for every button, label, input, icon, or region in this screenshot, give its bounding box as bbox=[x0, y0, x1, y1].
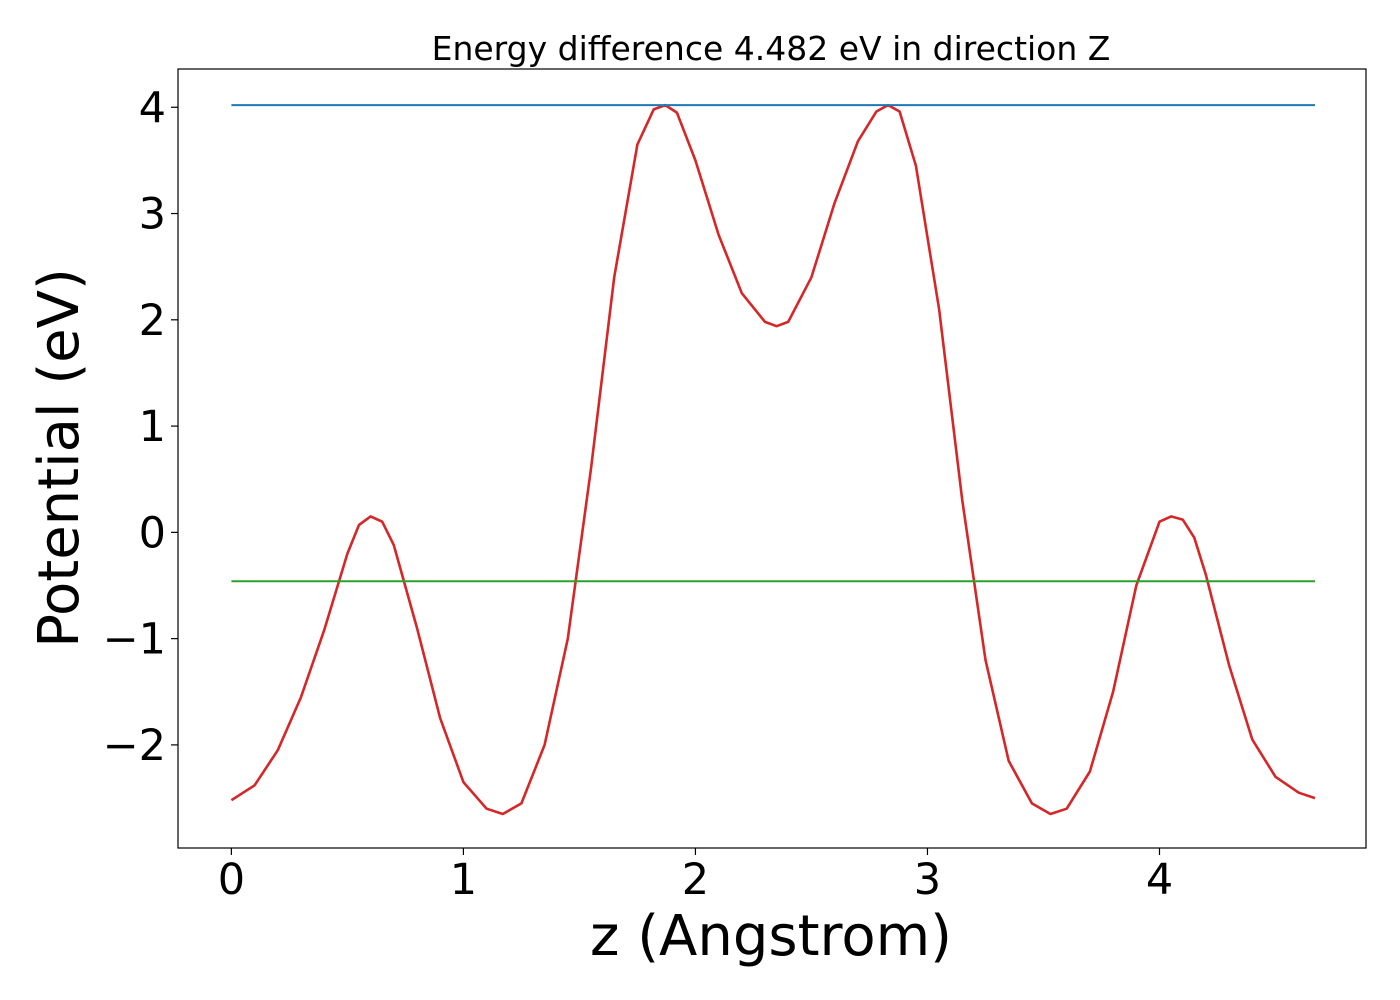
y-tick-label: −1 bbox=[103, 615, 166, 665]
series-line-0 bbox=[230, 103, 1316, 816]
plot-frame bbox=[177, 68, 1367, 849]
x-tick-label: 3 bbox=[914, 855, 941, 905]
y-tick-label: 2 bbox=[139, 296, 166, 346]
y-axis-title: Potential (eV) bbox=[27, 268, 92, 648]
x-tick-label: 4 bbox=[1146, 855, 1173, 905]
x-tick-label: 2 bbox=[682, 855, 709, 905]
y-tick-label: −2 bbox=[103, 721, 166, 771]
y-tick-label: 3 bbox=[139, 190, 166, 240]
x-tick-label: 0 bbox=[218, 855, 245, 905]
chart-title: Energy difference 4.482 eV in direction … bbox=[432, 29, 1111, 68]
y-tick-label: 0 bbox=[139, 508, 166, 558]
x-tick-label: 1 bbox=[450, 855, 477, 905]
y-tick-label: 1 bbox=[139, 402, 166, 452]
y-axis-ticks: −2 −1 0 1 2 3 4 bbox=[103, 83, 178, 771]
series-layer bbox=[230, 103, 1316, 816]
x-axis-ticks: 0 1 2 3 4 bbox=[218, 848, 1173, 905]
x-axis-title: z (Angstrom) bbox=[590, 904, 952, 969]
y-tick-label: 4 bbox=[139, 83, 166, 133]
